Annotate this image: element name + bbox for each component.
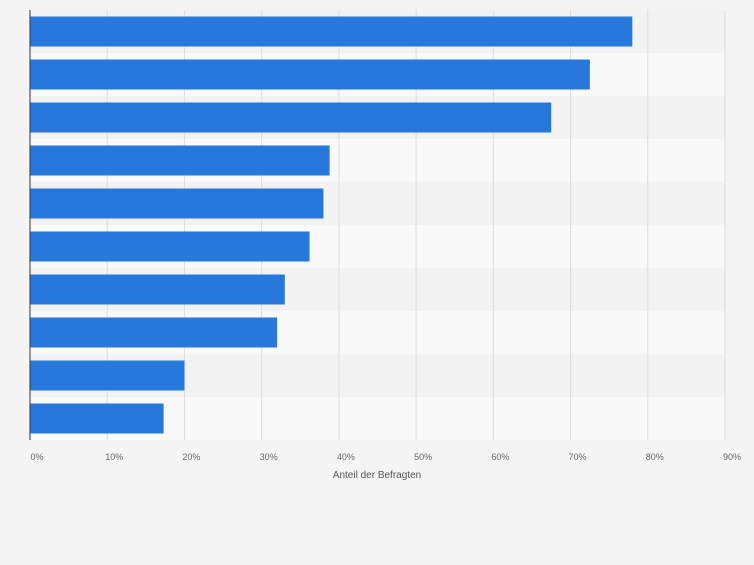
x-tick-label: 0% [30,452,43,462]
bar[interactable] [30,274,285,305]
x-tick-label: 20% [182,452,200,462]
x-axis-label: Anteil der Befragten [333,470,421,481]
x-tick-label: 30% [260,452,278,462]
bar[interactable] [30,16,633,47]
bar[interactable] [30,59,590,90]
bar[interactable] [30,360,185,391]
x-tick-label: 40% [337,452,355,462]
x-tick-labels: 0% 10% 20% 30% 40% 50% 60% 70% 80% 90% [30,452,741,462]
x-tick-label: 80% [646,452,664,462]
bar[interactable] [30,102,552,133]
x-tick-label: 60% [491,452,509,462]
x-tick-label: 50% [414,452,432,462]
x-tick-label: 90% [723,452,741,462]
bar[interactable] [30,145,330,176]
x-tick-label: 10% [105,452,123,462]
x-tick-label: 70% [569,452,587,462]
bar[interactable] [30,231,310,262]
bars [30,16,633,434]
bar[interactable] [30,188,324,219]
bar[interactable] [30,403,164,434]
bar[interactable] [30,317,278,348]
